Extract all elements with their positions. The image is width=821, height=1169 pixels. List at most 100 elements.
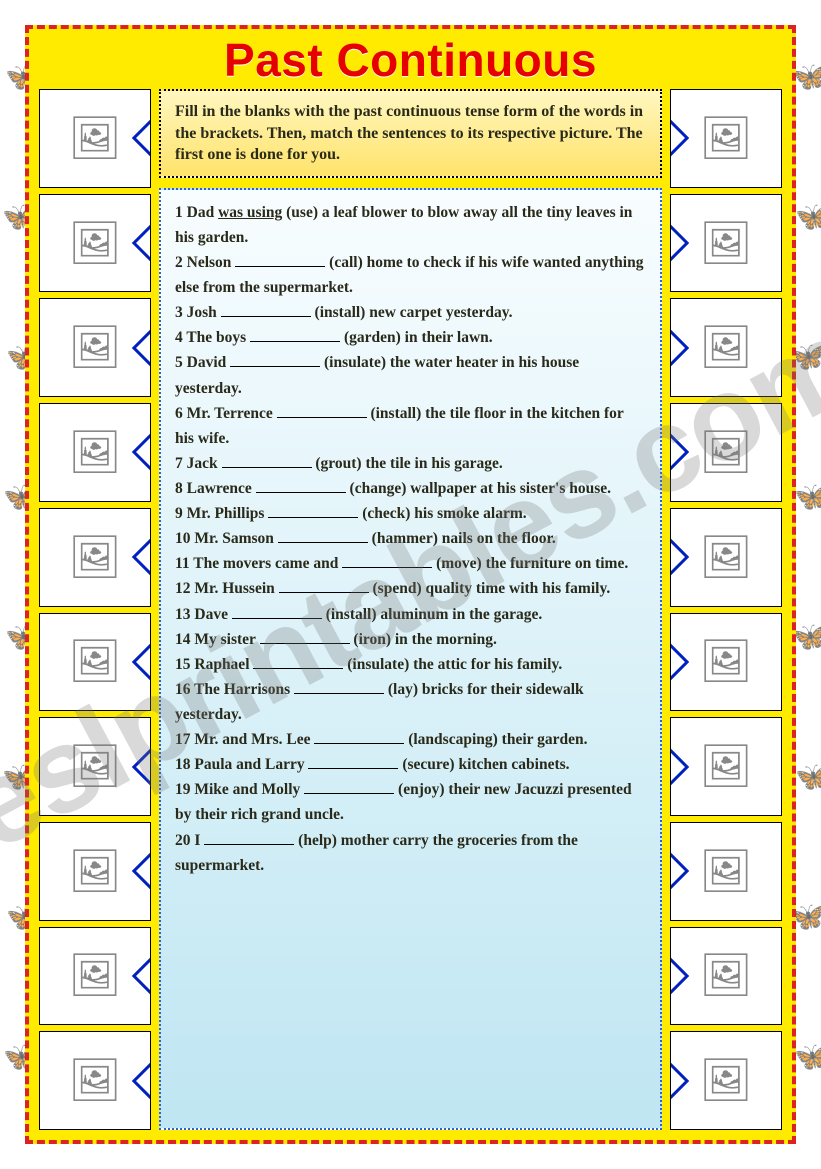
picture-placeholder-icon: 🖼 <box>699 323 752 372</box>
picture-placeholder-icon: 🖼 <box>68 742 121 791</box>
picture-cell: 🖼 <box>670 298 782 397</box>
picture-placeholder-icon: 🖼 <box>68 1056 121 1105</box>
question-line: 3 Josh (install) new carpet yesterday. <box>175 300 646 325</box>
picture-cell: 🖼 <box>39 1031 151 1130</box>
question-line: 4 The boys (garden) in their lawn. <box>175 325 646 350</box>
answer-diamond[interactable] <box>670 850 689 892</box>
picture-placeholder-icon: 🖼 <box>699 428 752 477</box>
answer-diamond[interactable] <box>132 327 151 369</box>
blank-input[interactable] <box>221 302 311 318</box>
answer-diamond[interactable] <box>670 955 689 997</box>
picture-cell: 🖼 <box>39 89 151 188</box>
question-line: 18 Paula and Larry (secure) kitchen cabi… <box>175 752 646 777</box>
question-line: 16 The Harrisons (lay) bricks for their … <box>175 677 646 727</box>
picture-cell: 🖼 <box>670 822 782 921</box>
butterfly-icon: 🦋 <box>794 480 821 514</box>
instructions-box: Fill in the blanks with the past continu… <box>159 89 662 178</box>
blank-input[interactable] <box>230 352 320 368</box>
picture-cell: 🖼 <box>670 717 782 816</box>
answer-diamond[interactable] <box>132 431 151 473</box>
picture-placeholder-icon: 🖼 <box>68 219 121 268</box>
picture-placeholder-icon: 🖼 <box>68 114 121 163</box>
main-layout: 🖼 🖼 🖼 🖼 🖼 🖼 🖼 🖼 🖼 🖼 Fill in the blanks with the p… <box>39 89 782 1130</box>
question-line: 17 Mr. and Mrs. Lee (landscaping) their … <box>175 727 646 752</box>
question-line: 8 Lawrence (change) wallpaper at his sis… <box>175 476 646 501</box>
picture-cell: 🖼 <box>39 927 151 1026</box>
left-image-column: 🖼 🖼 🖼 🖼 🖼 🖼 🖼 🖼 🖼 🖼 <box>39 89 151 1130</box>
picture-cell: 🖼 <box>39 298 151 397</box>
worksheet-frame: Past Continuous 🖼 🖼 🖼 🖼 🖼 🖼 🖼 🖼 🖼 🖼 Fill in the b… <box>25 25 796 1144</box>
blank-input[interactable] <box>204 829 294 845</box>
blank-input[interactable] <box>308 754 398 770</box>
picture-placeholder-icon: 🖼 <box>68 533 121 582</box>
answer-diamond[interactable] <box>670 431 689 473</box>
blank-input[interactable] <box>278 528 368 544</box>
question-line: 14 My sister (iron) in the morning. <box>175 627 646 652</box>
blank-input[interactable] <box>304 779 394 795</box>
blank-input[interactable] <box>268 503 358 519</box>
picture-placeholder-icon: 🖼 <box>699 742 752 791</box>
butterfly-icon: 🦋 <box>792 60 821 94</box>
question-line: 11 The movers came and (move) the furnit… <box>175 551 646 576</box>
butterfly-icon: 🦋 <box>792 620 821 654</box>
picture-placeholder-icon: 🖼 <box>699 219 752 268</box>
blank-input[interactable] <box>250 327 340 343</box>
question-line: 15 Raphael (insulate) the attic for his … <box>175 652 646 677</box>
question-line: 5 David (insulate) the water heater in h… <box>175 350 646 400</box>
picture-cell: 🖼 <box>39 403 151 502</box>
picture-placeholder-icon: 🖼 <box>699 1056 752 1105</box>
answer-diamond[interactable] <box>132 850 151 892</box>
picture-placeholder-icon: 🖼 <box>699 114 752 163</box>
blank-input[interactable] <box>277 402 367 418</box>
picture-cell: 🖼 <box>670 194 782 293</box>
page-title: Past Continuous <box>39 37 782 83</box>
answer-diamond[interactable] <box>132 745 151 787</box>
answer-diamond[interactable] <box>670 536 689 578</box>
answer-diamond[interactable] <box>132 1059 151 1101</box>
answer-diamond[interactable] <box>670 745 689 787</box>
picture-cell: 🖼 <box>39 822 151 921</box>
answer-diamond[interactable] <box>670 1059 689 1101</box>
picture-cell: 🖼 <box>670 403 782 502</box>
answer-diamond[interactable] <box>132 536 151 578</box>
picture-placeholder-icon: 🖼 <box>68 951 121 1000</box>
picture-cell: 🖼 <box>670 508 782 607</box>
answer-diamond[interactable] <box>670 222 689 264</box>
blank-input[interactable] <box>222 452 312 468</box>
example-answer: was using <box>218 204 282 221</box>
answer-diamond[interactable] <box>132 117 151 159</box>
blank-input[interactable] <box>279 578 369 594</box>
blank-input[interactable] <box>260 628 350 644</box>
blank-input[interactable] <box>294 678 384 694</box>
butterfly-icon: 🦋 <box>795 760 821 794</box>
butterfly-icon: 🦋 <box>795 200 821 234</box>
answer-diamond[interactable] <box>132 641 151 683</box>
blank-input[interactable] <box>342 553 432 569</box>
question-line: 12 Mr. Hussein (spend) quality time with… <box>175 576 646 601</box>
blank-input[interactable] <box>253 653 343 669</box>
answer-diamond[interactable] <box>670 641 689 683</box>
picture-placeholder-icon: 🖼 <box>68 847 121 896</box>
question-line: 20 I (help) mother carry the groceries f… <box>175 828 646 878</box>
picture-placeholder-icon: 🖼 <box>699 533 752 582</box>
picture-placeholder-icon: 🖼 <box>68 323 121 372</box>
blank-input[interactable] <box>232 603 322 619</box>
butterfly-icon: 🦋 <box>794 1040 821 1074</box>
question-line: 7 Jack (grout) the tile in his garage. <box>175 451 646 476</box>
picture-placeholder-icon: 🖼 <box>699 847 752 896</box>
blank-input[interactable] <box>235 252 325 268</box>
picture-cell: 🖼 <box>39 717 151 816</box>
picture-placeholder-icon: 🖼 <box>699 637 752 686</box>
answer-diamond[interactable] <box>132 955 151 997</box>
question-line: 9 Mr. Phillips (check) his smoke alarm. <box>175 501 646 526</box>
picture-placeholder-icon: 🖼 <box>68 637 121 686</box>
question-line: 13 Dave (install) aluminum in the garage… <box>175 602 646 627</box>
question-line: 6 Mr. Terrence (install) the tile floor … <box>175 401 646 451</box>
blank-input[interactable] <box>314 729 404 745</box>
picture-cell: 🖼 <box>670 1031 782 1130</box>
picture-cell: 🖼 <box>39 613 151 712</box>
answer-diamond[interactable] <box>132 222 151 264</box>
blank-input[interactable] <box>256 477 346 493</box>
answer-diamond[interactable] <box>670 327 689 369</box>
answer-diamond[interactable] <box>670 117 689 159</box>
